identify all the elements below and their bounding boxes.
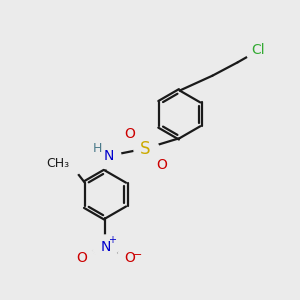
Text: CH₃: CH₃ (46, 157, 70, 170)
Text: N: N (103, 149, 114, 163)
Text: +: + (108, 235, 116, 245)
Text: N: N (100, 240, 111, 254)
Text: O: O (124, 127, 135, 141)
Text: S: S (140, 140, 151, 158)
Text: O: O (124, 251, 135, 266)
Text: O: O (157, 158, 167, 172)
Text: H: H (92, 142, 102, 155)
Text: Cl: Cl (252, 44, 265, 57)
Text: −: − (133, 250, 142, 260)
Text: O: O (76, 251, 87, 266)
